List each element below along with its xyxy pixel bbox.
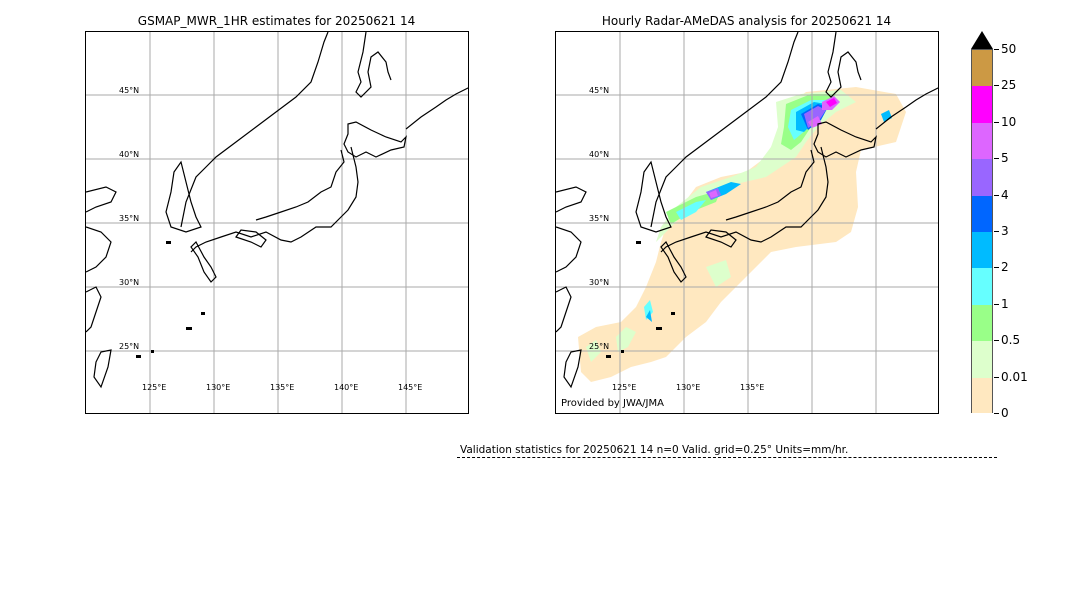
- colorbar-tick: [994, 122, 999, 123]
- colorbar-seg-1-2: [972, 268, 992, 305]
- precipitation-field: [578, 87, 906, 382]
- left-map: 45°N 40°N 35°N 30°N 25°N 125°E 130°E 135…: [85, 31, 469, 414]
- left-map-title: GSMAP_MWR_1HR estimates for 20250621 14: [137, 14, 416, 28]
- data-credit: Provided by JWA/JMA: [561, 398, 664, 409]
- colorbar-seg-4-5: [972, 159, 992, 196]
- gridlines: [556, 32, 938, 413]
- lat-label-35: 35°N: [119, 214, 140, 223]
- lon-label-140: 140°E: [334, 383, 359, 392]
- right-map: 45°N 40°N 35°N 30°N 25°N 125°E 130°E 135…: [555, 31, 939, 414]
- colorbar-seg-2-3: [972, 231, 992, 269]
- colorbar-tick: [994, 267, 999, 268]
- colorbar-label: 4: [1001, 188, 1009, 202]
- colorbar-tick: [994, 85, 999, 86]
- lat-label-35: 35°N: [589, 214, 610, 223]
- colorbar-tick: [994, 49, 999, 50]
- colorbar-label: 50: [1001, 42, 1017, 56]
- gridlines: [86, 32, 468, 413]
- islands: [136, 241, 205, 358]
- colorbar-tick: [994, 231, 999, 232]
- colorbar-label: 10: [1001, 115, 1017, 129]
- coastlines: [556, 32, 938, 389]
- coastlines: [86, 32, 468, 389]
- lat-label-40: 40°N: [589, 150, 610, 159]
- colorbar-seg-0-0.01: [972, 377, 992, 413]
- colorbar-label: 2: [1001, 260, 1009, 274]
- validation-statistics: Validation statistics for 20250621 14 n=…: [460, 444, 849, 456]
- colorbar-label: 1: [1001, 297, 1009, 311]
- lat-label-25: 25°N: [589, 342, 610, 351]
- colorbar-label: 25: [1001, 78, 1017, 92]
- lon-label-130: 130°E: [676, 383, 701, 392]
- colorbar-seg-10-25: [972, 86, 992, 123]
- colorbar-seg-25-50: [972, 50, 992, 87]
- colorbar-tick: [994, 413, 999, 414]
- lon-label-125: 125°E: [612, 383, 637, 392]
- lat-label-40: 40°N: [119, 150, 140, 159]
- colorbar-tick: [994, 304, 999, 305]
- colorbar-tick: [994, 158, 999, 159]
- lat-label-45: 45°N: [119, 86, 140, 95]
- lon-label-145: 145°E: [398, 383, 423, 392]
- colorbar-seg-0.5-1: [972, 304, 992, 342]
- right-map-title: Hourly Radar-AMeDAS analysis for 2025062…: [601, 14, 892, 28]
- colorbar-seg-3-4: [972, 195, 992, 232]
- lat-label-25: 25°N: [119, 342, 140, 351]
- lon-label-135: 135°E: [740, 383, 765, 392]
- colorbar-tick: [994, 195, 999, 196]
- colorbar-label: 0.01: [1001, 370, 1028, 384]
- lon-label-125: 125°E: [142, 383, 167, 392]
- lat-label-30: 30°N: [589, 278, 610, 287]
- left-map-graphics: [86, 32, 468, 413]
- dashed-divider: [457, 457, 997, 458]
- colorbar-label: 3: [1001, 224, 1009, 238]
- lon-label-135: 135°E: [270, 383, 295, 392]
- colorbar-label: 0.5: [1001, 333, 1021, 347]
- colorbar-seg-0.01-0.5: [972, 341, 992, 378]
- colorbar-extend-arrow: [971, 31, 993, 49]
- right-map-graphics: [556, 32, 938, 413]
- colorbar-label: 5: [1001, 151, 1009, 165]
- lat-label-45: 45°N: [589, 86, 610, 95]
- colorbar-label: 0: [1001, 406, 1009, 420]
- colorbar-seg-5-10: [972, 122, 992, 160]
- islands: [606, 241, 675, 358]
- lon-label-130: 130°E: [206, 383, 231, 392]
- colorbar-tick: [994, 340, 999, 341]
- lat-label-30: 30°N: [119, 278, 140, 287]
- colorbar-tick: [994, 377, 999, 378]
- colorbar: [971, 49, 993, 413]
